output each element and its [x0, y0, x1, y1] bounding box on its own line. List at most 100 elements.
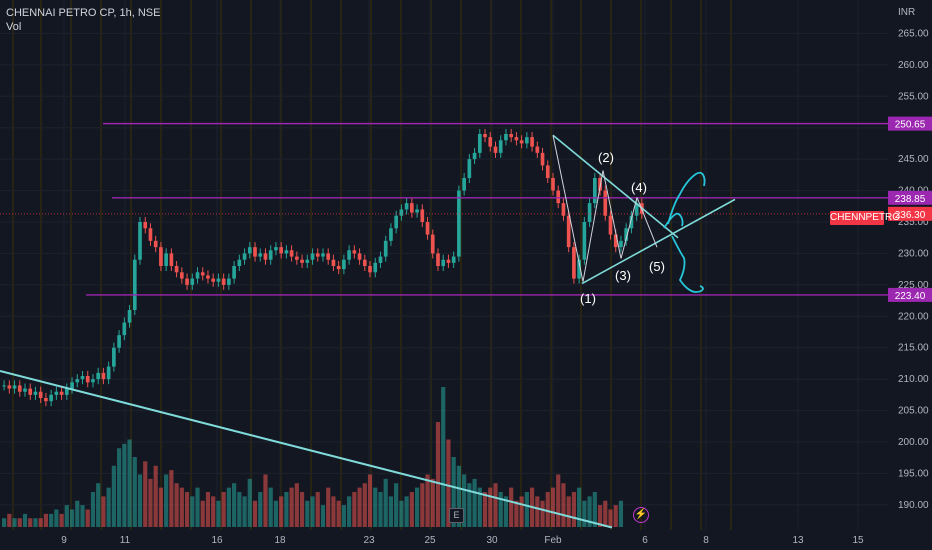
- candle-body: [70, 382, 74, 389]
- volume-bar: [566, 496, 571, 527]
- y-tick-label: 195.00: [898, 468, 929, 479]
- volume-bar: [195, 487, 200, 527]
- candle-body: [148, 228, 153, 241]
- volume-bar: [284, 492, 289, 527]
- candle-body: [174, 266, 179, 273]
- volume-bar: [252, 500, 258, 527]
- volume-bar: [618, 500, 624, 527]
- volume-bar: [456, 465, 461, 527]
- volume-bar: [357, 487, 362, 527]
- candle-body: [96, 372, 101, 380]
- volume-bar: [556, 474, 561, 527]
- candle-body: [420, 209, 425, 222]
- wave-label: (2): [598, 150, 614, 165]
- volume-bar: [59, 513, 64, 527]
- candle-body: [451, 256, 456, 263]
- volume-bar: [2, 518, 7, 527]
- candle-body: [253, 247, 257, 257]
- volume-bar: [540, 500, 545, 527]
- candle-body: [613, 234, 618, 248]
- triangle-lower-line: [581, 198, 736, 285]
- volume-bar: [75, 500, 80, 527]
- volume-bar: [268, 487, 273, 527]
- volume-bar: [498, 492, 503, 527]
- volume-bar: [535, 496, 540, 527]
- volume-bar: [190, 496, 195, 527]
- candle-body: [80, 376, 85, 380]
- level-badge: [888, 287, 932, 302]
- candle-body: [556, 190, 561, 204]
- session-band: [340, 0, 342, 530]
- candle-body: [284, 250, 289, 254]
- volume-bar: [399, 500, 404, 527]
- candle-body: [310, 253, 315, 260]
- y-tick-label: 225.00: [898, 280, 929, 291]
- volume-bar: [603, 500, 608, 527]
- x-tick-label: 30: [486, 535, 498, 546]
- y-tick-label: 235.00: [898, 217, 929, 228]
- wave-label: (3): [615, 268, 631, 283]
- volume-bar: [294, 483, 299, 527]
- y-tick-label: 210.00: [898, 374, 929, 385]
- volume-bar: [169, 470, 174, 527]
- lightning-icon[interactable]: ⚡: [633, 507, 649, 523]
- volume-bar: [420, 483, 425, 527]
- descending-trendline: [0, 370, 613, 529]
- session-band: [580, 0, 582, 530]
- candle-body: [504, 134, 508, 141]
- x-tick-label: 13: [792, 535, 804, 546]
- session-band: [490, 0, 492, 530]
- session-band: [310, 0, 312, 530]
- volume-bar: [132, 457, 137, 527]
- volume-bar: [85, 509, 90, 527]
- session-band: [130, 0, 132, 530]
- y-tick-label: 255.00: [898, 91, 929, 102]
- candle-body: [85, 376, 90, 383]
- session-band: [220, 0, 222, 530]
- candle-body: [477, 134, 482, 153]
- wave-label: (1): [580, 291, 596, 306]
- candle-body: [389, 228, 393, 241]
- earnings-icon[interactable]: E: [449, 508, 464, 523]
- volume-bar: [320, 505, 326, 527]
- volume-bar: [347, 496, 352, 527]
- candle-body: [446, 259, 451, 263]
- volume-bar: [17, 518, 22, 527]
- x-tick-label: 16: [211, 535, 223, 546]
- candle-body: [509, 134, 514, 138]
- y-tick-label: 190.00: [898, 500, 929, 511]
- volume-bar: [488, 487, 493, 527]
- volume-bar: [414, 487, 420, 527]
- level-badge: [888, 116, 932, 131]
- session-band: [40, 0, 42, 530]
- candle-body: [263, 253, 268, 260]
- volume-bar: [279, 496, 284, 527]
- volume-bar: [127, 439, 132, 527]
- session-band: [190, 0, 192, 530]
- volume-bar: [430, 478, 435, 527]
- volume-bar: [258, 492, 263, 527]
- candle-body: [91, 379, 95, 383]
- candle-body: [279, 247, 283, 254]
- candle-body: [232, 266, 236, 279]
- volume-bar: [435, 422, 441, 527]
- x-tick-label: Feb: [544, 535, 562, 546]
- volume-bar: [383, 478, 388, 527]
- volume-bar: [394, 483, 399, 527]
- y-tick-label: 230.00: [898, 248, 929, 259]
- volume-bar: [242, 496, 247, 527]
- volume-bar: [352, 492, 357, 527]
- volume-bar: [519, 496, 524, 527]
- y-tick-label: 260.00: [898, 60, 929, 71]
- candle-body: [12, 385, 17, 389]
- volume-bar: [111, 465, 116, 527]
- wave-segment: [582, 170, 604, 282]
- volume-bar: [96, 483, 101, 527]
- candle-body: [143, 222, 148, 229]
- y-tick-label: 245.00: [898, 154, 929, 165]
- triangle-upper-line: [552, 134, 679, 239]
- candle-body: [258, 253, 263, 257]
- volume-bar: [587, 496, 592, 527]
- volume-bar: [493, 483, 498, 527]
